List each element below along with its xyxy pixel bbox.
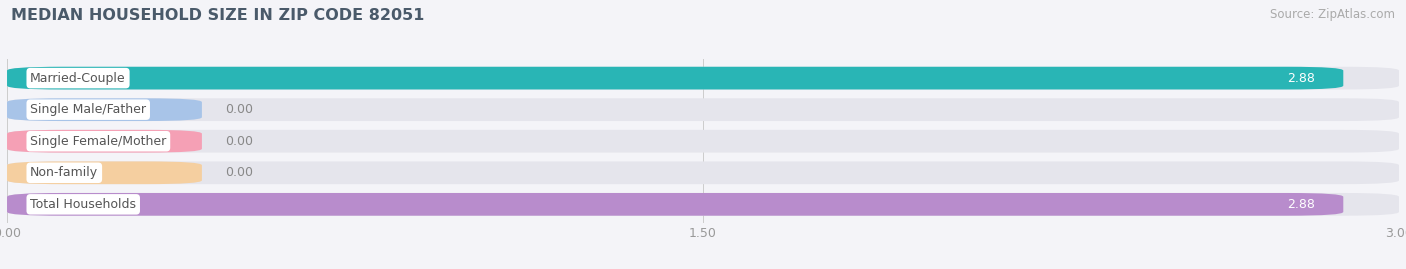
Text: MEDIAN HOUSEHOLD SIZE IN ZIP CODE 82051: MEDIAN HOUSEHOLD SIZE IN ZIP CODE 82051 — [11, 8, 425, 23]
FancyBboxPatch shape — [7, 161, 1399, 184]
FancyBboxPatch shape — [7, 193, 1399, 216]
Text: 0.00: 0.00 — [225, 166, 253, 179]
Text: Married-Couple: Married-Couple — [31, 72, 127, 85]
FancyBboxPatch shape — [7, 130, 1399, 153]
Text: Single Male/Father: Single Male/Father — [31, 103, 146, 116]
FancyBboxPatch shape — [7, 130, 202, 153]
Text: 0.00: 0.00 — [225, 103, 253, 116]
FancyBboxPatch shape — [7, 67, 1399, 90]
FancyBboxPatch shape — [7, 161, 202, 184]
Text: Single Female/Mother: Single Female/Mother — [31, 135, 166, 148]
FancyBboxPatch shape — [7, 193, 1343, 216]
FancyBboxPatch shape — [7, 98, 1399, 121]
Text: 2.88: 2.88 — [1288, 72, 1316, 85]
Text: 0.00: 0.00 — [225, 135, 253, 148]
FancyBboxPatch shape — [7, 98, 202, 121]
Text: Source: ZipAtlas.com: Source: ZipAtlas.com — [1270, 8, 1395, 21]
Text: Total Households: Total Households — [31, 198, 136, 211]
FancyBboxPatch shape — [7, 67, 1343, 90]
Text: Non-family: Non-family — [31, 166, 98, 179]
Text: 2.88: 2.88 — [1288, 198, 1316, 211]
